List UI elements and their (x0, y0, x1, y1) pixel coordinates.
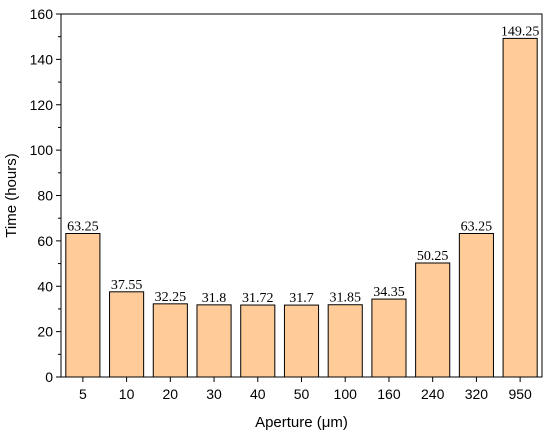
y-tick-label: 40 (37, 278, 53, 294)
x-tick-label: 30 (206, 386, 222, 402)
x-tick-label: 100 (334, 386, 358, 402)
bars-group (65, 37, 538, 378)
y-tick-label: 100 (30, 142, 54, 158)
y-tick-label: 120 (30, 97, 54, 113)
x-tick-label: 320 (465, 386, 489, 402)
y-axis-title: Time (hours) (3, 153, 20, 237)
y-tick-label: 80 (37, 188, 53, 204)
bar-240 (415, 262, 451, 378)
data-label-40: 31.72 (242, 291, 274, 306)
x-axis-ticks: 5 10 20 30 40 50 100 160 240 320 950 (79, 377, 532, 402)
x-tick-label: 5 (79, 386, 87, 402)
x-tick-label: 950 (508, 386, 532, 402)
x-tick-label: 20 (163, 386, 179, 402)
data-label-50: 31.7 (289, 291, 314, 306)
data-label-10: 37.55 (111, 278, 143, 293)
data-label-5: 63.25 (67, 220, 99, 235)
bar-30 (196, 304, 232, 378)
data-label-320: 63.25 (461, 220, 493, 235)
x-axis-title: Aperture (μm) (255, 414, 348, 431)
y-tick-label: 0 (45, 369, 53, 385)
bar-100 (327, 304, 363, 378)
data-label-160: 34.35 (373, 285, 405, 300)
y-axis-ticks: 0 20 40 60 80 100 120 140 160 (30, 6, 61, 385)
bar-50 (283, 304, 320, 378)
bar-160 (371, 298, 407, 378)
data-label-240: 50.25 (417, 249, 449, 264)
y-tick-label: 160 (30, 6, 54, 22)
x-tick-label: 240 (421, 386, 445, 402)
bar-320 (458, 233, 494, 378)
y-tick-label: 140 (30, 51, 54, 67)
data-label-950: 149.25 (501, 24, 540, 39)
bar-40 (240, 304, 276, 378)
y-tick-label: 20 (37, 324, 53, 340)
y-tick-label: 60 (37, 233, 53, 249)
x-tick-label: 50 (294, 386, 310, 402)
bar-20 (152, 303, 188, 378)
x-tick-label: 10 (119, 386, 135, 402)
data-label-100: 31.85 (329, 291, 361, 306)
data-label-20: 32.25 (155, 290, 187, 305)
bar-5 (65, 233, 101, 378)
data-labels-group: 63.25 37.55 32.25 31.8 31.72 31.7 31.85 34.35 50… (67, 24, 539, 306)
bar-10 (109, 291, 145, 378)
x-tick-label: 160 (377, 386, 401, 402)
data-label-30: 31.8 (202, 291, 227, 306)
bar-950 (502, 37, 538, 378)
x-tick-label: 40 (250, 386, 266, 402)
